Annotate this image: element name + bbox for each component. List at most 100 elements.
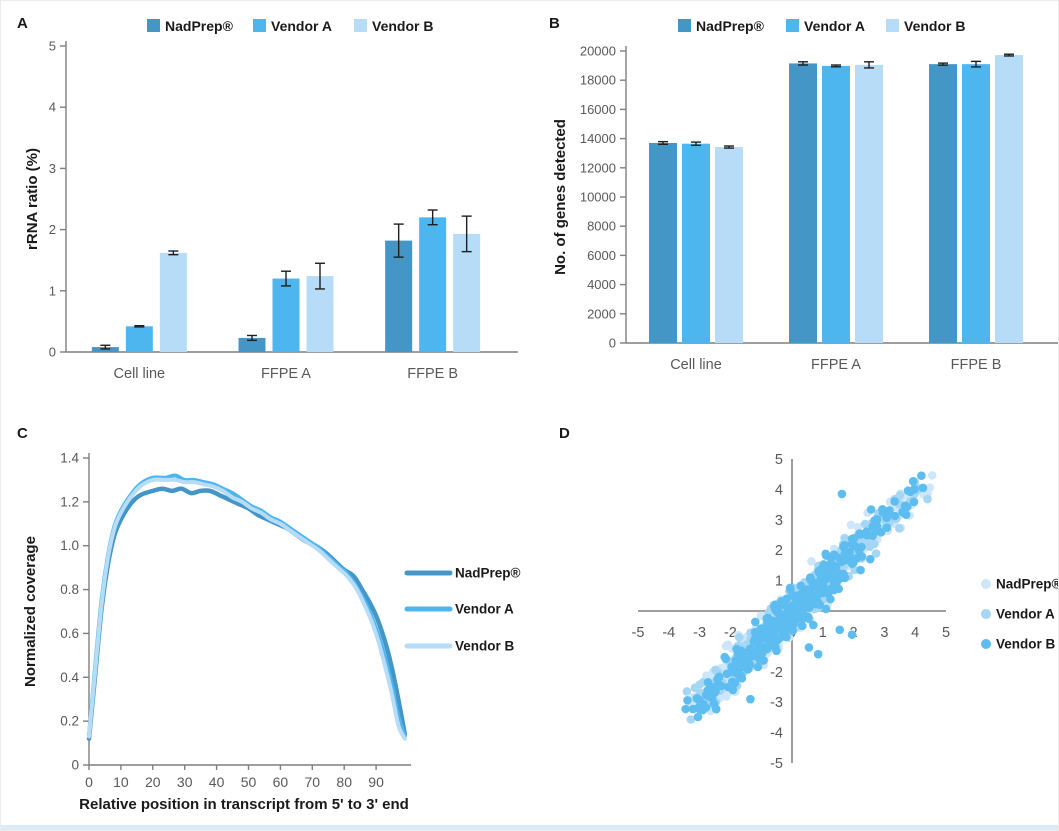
x-tick-label: 20 (145, 774, 161, 790)
data-line (86, 486, 408, 741)
axes (83, 453, 411, 770)
scatter-outliers (746, 471, 928, 704)
x-tick-label: 70 (305, 774, 321, 790)
bar (238, 337, 266, 352)
error-bar (281, 270, 291, 287)
error-bar (427, 209, 438, 226)
y-axis-title: No. of genes detected (552, 119, 569, 275)
panel-c-label: C (17, 425, 28, 442)
y-tick-label: 3 (49, 161, 56, 176)
data-line (87, 473, 407, 739)
y-tick-label: 10000 (580, 190, 616, 205)
y-tick-label: 0 (71, 758, 79, 773)
error-bar (864, 61, 874, 69)
panel-a-label: A (17, 15, 28, 32)
x-tick-label: 1 (819, 625, 827, 641)
bar (272, 278, 300, 352)
legend-item: Vendor A (253, 18, 332, 34)
x-tick-label: 10 (113, 774, 129, 790)
panel-d-label: D (559, 425, 570, 442)
chart-text: NadPrep® (996, 577, 1059, 592)
y-tick-label: 20000 (580, 44, 616, 59)
panel-b-label: B (549, 15, 560, 32)
chart-text: Vendor A (804, 18, 865, 34)
legend-item: Vendor A (786, 18, 865, 34)
bar (822, 65, 850, 343)
y-tick-label: 1.0 (60, 538, 79, 553)
legend-item: Vendor B (886, 18, 965, 34)
error-bar (1004, 53, 1014, 57)
y-axis-title: Normalized coverage (22, 536, 39, 687)
y-tick-label: 2 (775, 543, 783, 559)
y-tick-label: 5 (49, 39, 56, 54)
y-tick-label: 1.2 (60, 494, 79, 509)
y-tick-label: 18000 (580, 73, 616, 88)
chart-text: Vendor A (271, 18, 332, 34)
legend-item: Vendor B (981, 637, 1056, 652)
chart-text: Vendor B (455, 639, 515, 654)
x-tick-label: 80 (336, 774, 352, 790)
category-label: FFPE A (261, 366, 311, 382)
y-tick-label: 4 (775, 482, 783, 498)
bar (789, 63, 817, 343)
x-tick-label: 0 (85, 774, 93, 790)
chart-text: Vendor B (372, 18, 433, 34)
error-bar (100, 344, 111, 350)
legend-item: Vendor A (404, 602, 514, 617)
scatter-points-3 (681, 477, 919, 722)
y-tick-label: 14000 (580, 131, 616, 146)
y-tick-label: 5 (775, 452, 783, 468)
legend-item: NadPrep® (147, 18, 234, 34)
bar (419, 217, 447, 352)
bar (385, 240, 413, 352)
y-axis-title: rRNA ratio (%) (24, 148, 41, 250)
error-bar (971, 60, 981, 68)
legend-item: Vendor B (404, 639, 515, 654)
y-tick-label: 1 (775, 574, 783, 590)
error-bar (247, 334, 257, 342)
y-tick-label: 4 (49, 100, 56, 115)
bar (159, 252, 187, 352)
y-tick-label: 1.4 (60, 451, 79, 466)
x-tick-label: 90 (368, 774, 384, 790)
y-tick-label: 4000 (587, 277, 616, 292)
x-tick-label: 4 (911, 625, 919, 641)
error-bar (798, 61, 808, 66)
bar (995, 55, 1023, 343)
x-tick-label: -2 (724, 625, 737, 641)
error-bar (134, 324, 145, 328)
chart-text: NadPrep® (455, 566, 521, 581)
x-tick-label: 50 (241, 774, 257, 790)
bar (962, 64, 990, 343)
x-tick-label: 5 (942, 625, 950, 641)
x-tick-label: -5 (632, 625, 645, 641)
y-tick-label: 2 (49, 222, 56, 237)
legend-item: NadPrep® (981, 577, 1059, 592)
bar (929, 64, 957, 343)
y-tick-label: 0.4 (60, 670, 79, 685)
error-bar (393, 223, 404, 258)
error-bar (315, 262, 325, 290)
y-tick-label: 8000 (587, 219, 616, 234)
x-tick-label: 60 (273, 774, 289, 790)
y-tick-label: 0.8 (60, 582, 79, 597)
panel-c-normalized-coverage-line-chart: 0 0.2 0.4 0.6 0.8 1.0 1.2 1.4 0 10 20 30 40 50 60 70 80 9… (22, 451, 521, 814)
legend-item: NadPrep® (678, 18, 765, 34)
chart-text: Vendor A (455, 602, 514, 617)
category-label: FFPE B (407, 366, 458, 382)
x-tick-label: 40 (209, 774, 225, 790)
data-line (87, 477, 407, 741)
chart-text: Vendor B (904, 18, 965, 34)
error-bar (691, 141, 701, 147)
y-tick-label: 12000 (580, 160, 616, 175)
error-bar (938, 62, 948, 66)
chart-text: NadPrep® (165, 18, 234, 34)
y-tick-label: -4 (770, 726, 783, 742)
y-tick-label: 2000 (587, 306, 616, 321)
bar (649, 142, 677, 343)
y-tick-label: -5 (770, 756, 783, 772)
error-bar (724, 145, 734, 149)
error-bar (461, 215, 472, 253)
error-bar (168, 250, 179, 256)
